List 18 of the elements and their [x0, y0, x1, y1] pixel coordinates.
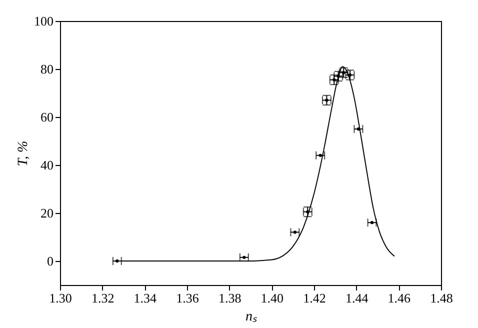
x-tick-label: 1.44	[345, 290, 369, 306]
x-tick-label: 1.34	[134, 290, 158, 306]
x-tick-label: 1.30	[49, 290, 72, 306]
y-axis-title: T, %	[16, 140, 31, 166]
x-tick-label: 1.32	[91, 290, 114, 306]
y-tick-label: 60	[40, 110, 54, 124]
x-axis-title: nₛ	[246, 310, 258, 324]
x-tick-label: 1.48	[430, 290, 453, 306]
x-tick-label: 1.36	[176, 290, 200, 306]
y-tick-label: 0	[47, 254, 54, 268]
y-tick-label: 100	[34, 14, 54, 28]
y-tick-label: 20	[40, 206, 54, 220]
x-tick-label: 1.42	[303, 290, 326, 306]
x-tick-label: 1.40	[260, 290, 284, 306]
x-tick-label: 1.38	[218, 290, 242, 306]
x-tick-label: 1.46	[388, 290, 412, 306]
y-tick-label: 40	[40, 158, 54, 172]
y-tick-label: 80	[40, 62, 54, 76]
